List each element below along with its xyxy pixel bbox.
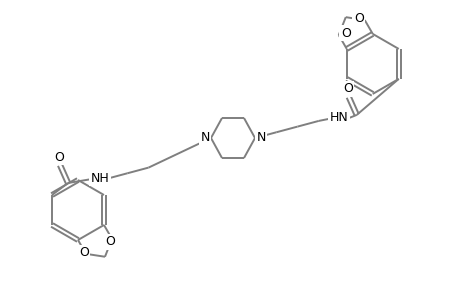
Text: HN: HN <box>329 111 347 124</box>
Text: O: O <box>340 27 350 40</box>
Text: O: O <box>105 236 115 248</box>
Text: N: N <box>200 130 209 143</box>
Text: O: O <box>342 82 352 95</box>
Text: NH: NH <box>90 172 109 184</box>
Text: O: O <box>54 151 64 164</box>
Text: O: O <box>79 246 89 260</box>
Text: O: O <box>353 12 363 25</box>
Text: N: N <box>256 130 265 143</box>
